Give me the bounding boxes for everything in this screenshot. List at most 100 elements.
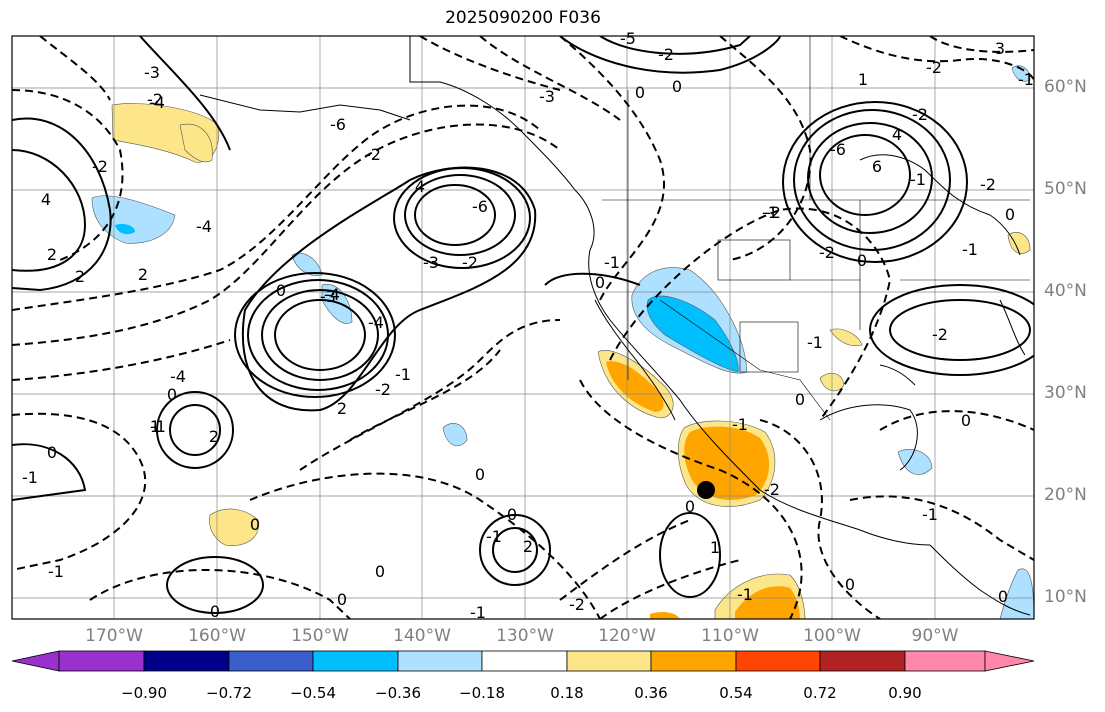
contour-label: -1 (470, 603, 486, 622)
contour-label: 0 (250, 515, 260, 534)
contour-label: -4 (196, 217, 212, 236)
colorbar-segment (566, 650, 652, 672)
contour-label: 1 (710, 538, 720, 557)
contour-label: 0 (276, 281, 286, 300)
contour-label: -4 (170, 367, 186, 386)
lon-label: 100°W (803, 626, 861, 646)
negative-anomaly-region (442, 423, 468, 447)
contour-label: -2 (912, 105, 928, 124)
lon-label: 140°W (393, 626, 451, 646)
colorbar-segment (11, 650, 60, 672)
contour-label: 0 (47, 443, 57, 462)
contour-label: -1 (150, 417, 166, 436)
positive-anomaly-region (1007, 231, 1031, 254)
colorbar-segment (143, 650, 230, 672)
solid-contours (12, 36, 1034, 614)
contour-label: 0 (595, 273, 605, 292)
contour-label: 2 (337, 399, 347, 418)
colorbar-segment (819, 650, 906, 672)
contour-label: -4 (368, 313, 384, 332)
contour-label: -2 (92, 157, 108, 176)
contour-label: -1 (48, 562, 64, 581)
contour-label: 0 (167, 385, 177, 404)
lat-label: 40°N (1044, 281, 1087, 301)
colorbar-tick-label: 0.18 (550, 684, 584, 702)
contour-label: 0 (998, 587, 1008, 606)
negative-anomaly-region (115, 223, 135, 235)
colorbar-tick-label: 0.36 (634, 684, 668, 702)
colorbar-segment (397, 650, 483, 672)
lon-label: 120°W (598, 626, 656, 646)
contour-label: -6 (330, 115, 346, 134)
contour-label: -1 (486, 527, 502, 546)
negative-anomaly-region (1011, 65, 1031, 82)
lat-label: 20°N (1044, 485, 1087, 505)
contour-label: -1 (737, 585, 753, 604)
negative-anomaly-region (321, 283, 353, 324)
contour-label: -3 (539, 87, 555, 106)
contour-label: -4 (149, 93, 165, 112)
colorbar (11, 650, 1035, 672)
contour-label: -2 (658, 45, 674, 64)
lat-label: 60°N (1044, 77, 1087, 97)
contour-label: 3 (995, 39, 1005, 58)
negative-anomaly-region (291, 253, 323, 276)
contour-label: 2 (138, 265, 148, 284)
lon-label: 130°W (496, 626, 554, 646)
contour-label: -1 (604, 253, 620, 272)
contour-label: 0 (475, 465, 485, 484)
contour-label: -2 (932, 325, 948, 344)
contour-label: -4 (324, 285, 340, 304)
contour-label: -1 (762, 203, 778, 222)
positive-anomaly-region (209, 508, 259, 546)
contour-label: 2 (75, 267, 85, 286)
contour-label: 0 (337, 590, 347, 609)
contour-label: 0 (507, 505, 517, 524)
contour-label: -3 (423, 253, 439, 272)
lon-label: 90°W (911, 626, 959, 646)
lon-label: 150°W (291, 626, 349, 646)
contour-label: 0 (210, 602, 220, 621)
contour-label: -2 (819, 243, 835, 262)
negative-anomaly-region (999, 568, 1034, 619)
coastlines (199, 36, 1031, 616)
positive-anomaly-region (650, 611, 680, 619)
colorbar-segment (650, 650, 737, 672)
contour-label: -2 (147, 90, 163, 109)
colorbar-tick-label: −0.72 (206, 684, 252, 702)
map-title: 2025090200 F036 (445, 8, 601, 28)
contour-label: 4 (41, 190, 51, 209)
contour-label: 0 (635, 83, 645, 102)
colorbar-tick-label: 0.72 (803, 684, 837, 702)
colorbar-segment (312, 650, 399, 672)
contour-label: -3 (144, 63, 160, 82)
contour-label: -1 (910, 170, 926, 189)
contour-label: -2 (926, 58, 942, 77)
colorbar-segment (481, 650, 568, 672)
colorbar-tick-label: 0.54 (719, 684, 753, 702)
colorbar-tick-label: −0.18 (459, 684, 505, 702)
lon-label: 170°W (85, 626, 143, 646)
positive-anomaly-region (735, 586, 800, 619)
positive-anomaly-region (829, 328, 863, 347)
contour-label: -2 (569, 595, 585, 614)
contour-label: -1 (22, 468, 38, 487)
contour-label: -5 (620, 29, 636, 48)
contour-label: 0 (672, 77, 682, 96)
contour-label: -1 (732, 415, 748, 434)
positive-anomaly-region (606, 361, 664, 412)
positive-anomaly-region (179, 123, 213, 163)
contour-label: -1 (922, 505, 938, 524)
contour-label: 0 (961, 411, 971, 430)
colorbar-segment (228, 650, 314, 672)
contour-label: 2 (47, 245, 57, 264)
negative-anomaly-region (646, 295, 739, 373)
dashed-contours (12, 36, 1034, 619)
contour-label: -6 (830, 140, 846, 159)
contour-label: -1 (395, 365, 411, 384)
lat-label: 10°N (1044, 587, 1087, 607)
negative-anomaly-region (897, 448, 933, 475)
colorbar-segment (984, 650, 1035, 672)
lon-label: 110°W (701, 626, 759, 646)
contour-label: 0 (857, 251, 867, 270)
